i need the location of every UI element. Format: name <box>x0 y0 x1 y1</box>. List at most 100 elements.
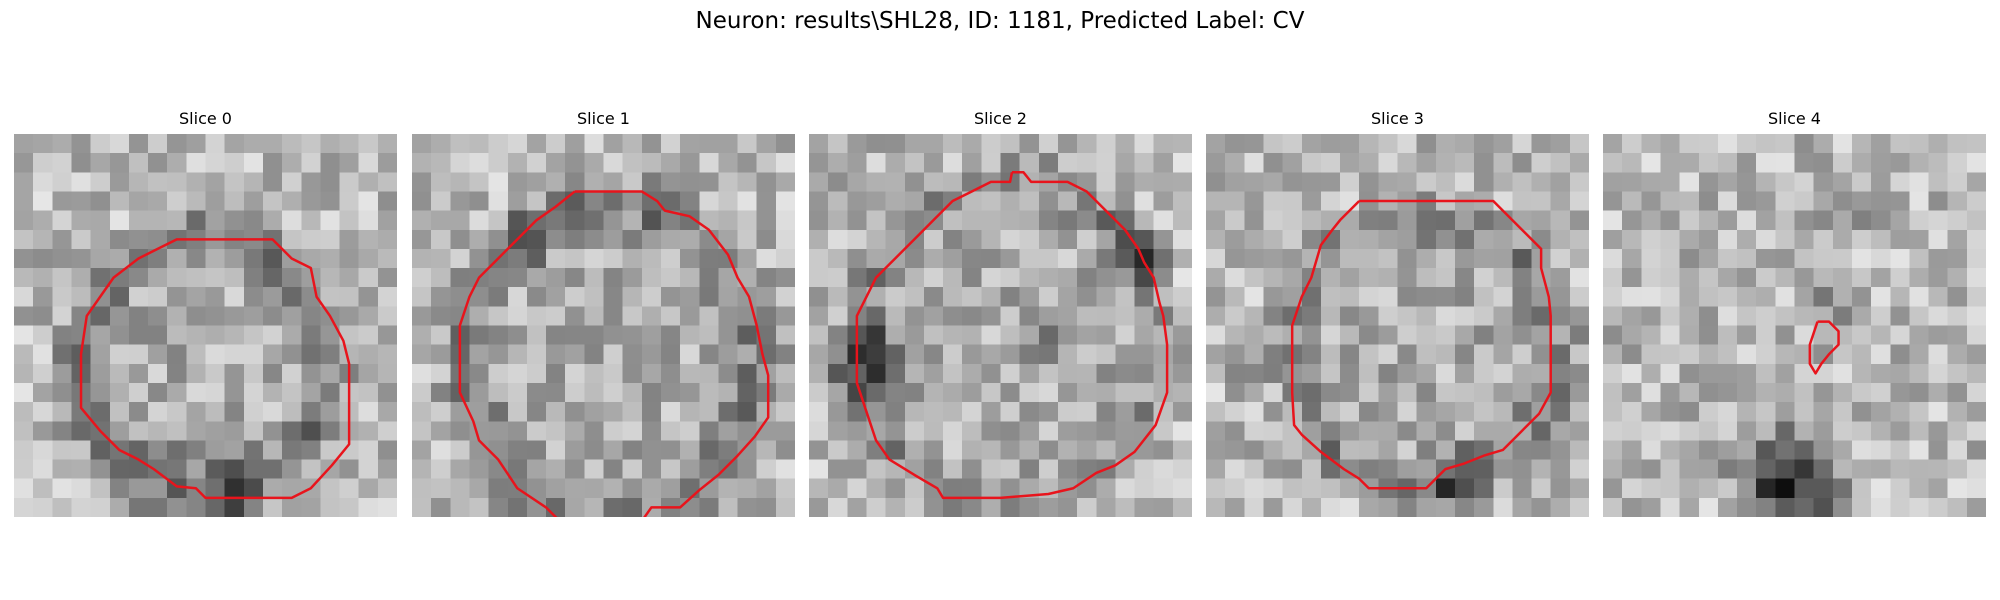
pixel <box>981 153 1001 173</box>
pixel <box>737 402 758 422</box>
pixel <box>488 210 509 231</box>
pixel <box>943 478 963 499</box>
pixel <box>1832 287 1853 307</box>
pixel <box>1206 402 1226 422</box>
pixel <box>1244 210 1264 231</box>
pixel <box>603 306 624 326</box>
pixel <box>1909 248 1929 269</box>
pixel <box>641 134 662 154</box>
pixel <box>431 344 451 365</box>
pixel <box>1134 210 1155 231</box>
pixel <box>981 134 1001 154</box>
pixel <box>186 153 206 173</box>
pixel <box>962 497 982 517</box>
pixel <box>90 382 111 403</box>
pixel <box>847 191 867 211</box>
pixel <box>584 153 604 173</box>
pixel <box>282 344 302 365</box>
pixel <box>1454 344 1475 365</box>
pixel <box>1153 478 1174 499</box>
pixel <box>1077 172 1097 192</box>
pixel <box>1282 478 1303 499</box>
pixel <box>1115 459 1135 480</box>
pixel <box>148 134 168 154</box>
pixel <box>1172 210 1192 231</box>
pixel <box>1206 325 1226 346</box>
pixel <box>1493 268 1513 288</box>
pixel <box>167 344 187 365</box>
pixel <box>1641 478 1661 499</box>
pixel <box>885 306 906 326</box>
pixel <box>320 325 340 346</box>
pixel <box>962 459 982 480</box>
pixel <box>526 344 547 365</box>
pixel <box>1172 134 1192 154</box>
pixel <box>680 459 700 480</box>
pixel <box>1928 191 1949 211</box>
pixel <box>923 134 944 154</box>
pixel <box>1966 459 1986 480</box>
pixel <box>320 402 340 422</box>
pixel <box>1737 382 1757 403</box>
pixel <box>943 268 963 288</box>
pixel <box>224 325 245 346</box>
pixel <box>584 402 604 422</box>
pixel <box>962 306 982 326</box>
pixel <box>1698 402 1719 422</box>
pixel <box>377 172 397 192</box>
pixel <box>320 344 340 365</box>
pixel <box>1531 478 1552 499</box>
pixel <box>1244 459 1264 480</box>
pixel <box>1320 229 1341 250</box>
pixel <box>737 363 758 384</box>
pixel <box>1550 363 1571 384</box>
pixel <box>622 363 643 384</box>
pixel <box>699 325 719 346</box>
pixel <box>128 325 149 346</box>
pixel <box>1077 440 1097 460</box>
pixel <box>737 172 758 192</box>
pixel <box>680 382 700 403</box>
pixel <box>923 459 944 480</box>
pixel <box>737 421 758 441</box>
pixel <box>90 402 111 422</box>
pixel <box>450 134 470 154</box>
slice-title: Slice 4 <box>1768 109 1821 128</box>
pixel <box>526 191 547 211</box>
pixel <box>1172 248 1192 269</box>
pixel <box>243 306 264 326</box>
pixel <box>1244 421 1264 441</box>
pixel <box>128 421 149 441</box>
pixel <box>1172 440 1192 460</box>
pixel <box>148 478 168 499</box>
pixel <box>488 229 509 250</box>
pixel <box>718 306 738 326</box>
pixel <box>469 344 489 365</box>
pixel <box>224 210 245 231</box>
pixel <box>1890 210 1910 231</box>
pixel <box>301 497 321 517</box>
pixel <box>1057 287 1078 307</box>
pixel <box>828 153 848 173</box>
pixel <box>1622 306 1642 326</box>
slice-panel-0: Slice 0 <box>14 108 397 517</box>
pixel <box>923 172 944 192</box>
pixel <box>1416 210 1437 231</box>
pixel <box>301 153 321 173</box>
pixel <box>167 268 187 288</box>
pixel <box>1909 459 1929 480</box>
pixel <box>1966 421 1986 441</box>
pixel <box>1038 229 1059 250</box>
pixel <box>262 478 283 499</box>
pixel <box>1454 210 1475 231</box>
pixel <box>546 134 566 154</box>
pixel <box>775 172 795 192</box>
pixel <box>469 497 489 517</box>
pixel <box>1340 268 1360 288</box>
pixel <box>1115 229 1135 250</box>
pixel <box>1775 172 1795 192</box>
pixel <box>128 153 149 173</box>
pixel <box>981 363 1001 384</box>
pixel <box>1019 382 1040 403</box>
pixel <box>1813 459 1834 480</box>
